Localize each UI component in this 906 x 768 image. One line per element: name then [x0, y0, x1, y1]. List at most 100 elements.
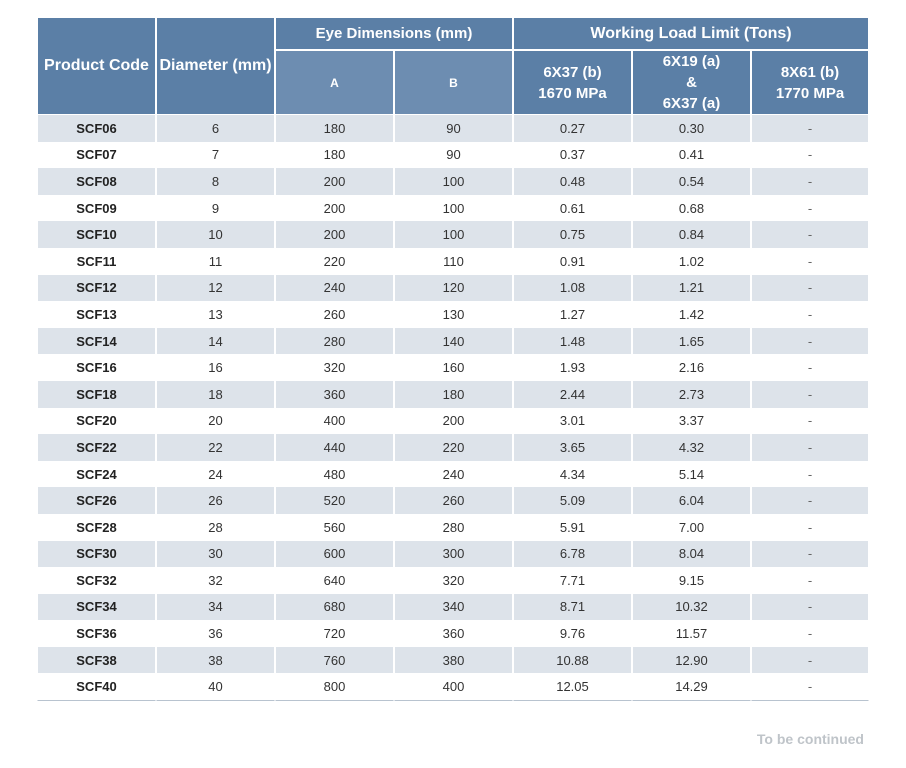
cell-wll-8x61b: -: [751, 141, 870, 169]
cell-product-code: SCF06: [37, 115, 156, 142]
cell-wll-8x61b: -: [751, 593, 870, 621]
cell-wll-8x61b: -: [751, 673, 870, 702]
table-row: SCF11 11 220 110 0.91 1.02-: [37, 247, 870, 275]
cell-diameter: 9: [156, 194, 275, 222]
cell-eye-a: 280: [275, 327, 394, 355]
cell-eye-a: 220: [275, 247, 394, 275]
cell-product-code: SCF28: [37, 513, 156, 541]
table-row: SCF32 32 640 320 7.71 9.15-: [37, 567, 870, 594]
cell-wll-6x37b: 2.44: [513, 380, 632, 408]
table-row: SCF28 28 560 280 5.91 7.00-: [37, 513, 870, 541]
cell-eye-a: 180: [275, 141, 394, 169]
cell-eye-a: 560: [275, 513, 394, 541]
header-col2-line3: 6X37 (a): [662, 95, 721, 112]
cell-eye-b: 280: [394, 513, 513, 541]
cell-wll-6x19a-6x37a: 8.04: [632, 540, 751, 568]
cell-diameter: 24: [156, 460, 275, 488]
table-row: SCF36 36 720 360 9.76 11.57-: [37, 620, 870, 647]
table-row: SCF30 30 600 300 6.78 8.04-: [37, 540, 870, 568]
cell-diameter: 6: [156, 115, 275, 142]
cell-wll-6x19a-6x37a: 4.32: [632, 434, 751, 461]
cell-product-code: SCF13: [37, 301, 156, 328]
cell-eye-b: 110: [394, 247, 513, 275]
table-row: SCF34 34 680 340 8.71 10.32-: [37, 593, 870, 621]
cell-wll-8x61b: -: [751, 327, 870, 355]
header-diameter: Diameter (mm): [156, 17, 275, 115]
cell-wll-6x19a-6x37a: 0.41: [632, 141, 751, 169]
cell-eye-b: 340: [394, 593, 513, 621]
cell-eye-b: 320: [394, 567, 513, 594]
cell-wll-8x61b: -: [751, 567, 870, 594]
cell-diameter: 22: [156, 434, 275, 461]
cell-wll-6x19a-6x37a: 2.73: [632, 380, 751, 408]
header-eye-a: A: [275, 50, 394, 115]
cell-wll-6x19a-6x37a: 0.30: [632, 115, 751, 142]
cell-eye-a: 260: [275, 301, 394, 328]
cell-wll-8x61b: -: [751, 380, 870, 408]
cell-eye-b: 200: [394, 407, 513, 435]
cell-wll-6x37b: 4.34: [513, 460, 632, 488]
cell-diameter: 10: [156, 221, 275, 248]
cell-eye-a: 520: [275, 487, 394, 514]
cell-wll-8x61b: -: [751, 540, 870, 568]
cell-wll-8x61b: -: [751, 513, 870, 541]
header-col3-line2: 1770 MPa: [775, 84, 845, 102]
cell-product-code: SCF30: [37, 540, 156, 568]
table-row: SCF20 20 400 200 3.01 3.37-: [37, 407, 870, 435]
table-row: SCF18 18 360 180 2.44 2.73-: [37, 380, 870, 408]
cell-diameter: 28: [156, 513, 275, 541]
cell-diameter: 38: [156, 646, 275, 674]
cell-diameter: 12: [156, 274, 275, 302]
cell-eye-a: 480: [275, 460, 394, 488]
header-eye-b: B: [394, 50, 513, 115]
header-col2-line1: 6X19 (a): [662, 53, 721, 70]
cell-wll-6x19a-6x37a: 1.21: [632, 274, 751, 302]
table-row: SCF07 7 180 90 0.37 0.41-: [37, 141, 870, 169]
cell-eye-a: 720: [275, 620, 394, 647]
cell-wll-6x37b: 1.27: [513, 301, 632, 328]
header-col1-line1: 6X37 (b): [543, 63, 602, 81]
cell-product-code: SCF26: [37, 487, 156, 514]
cell-product-code: SCF36: [37, 620, 156, 647]
cell-eye-b: 100: [394, 194, 513, 222]
header-6x19a-6x37a: 6X19 (a) & 6X37 (a): [632, 50, 751, 115]
cell-eye-b: 240: [394, 460, 513, 488]
cell-diameter: 14: [156, 327, 275, 355]
cell-eye-a: 760: [275, 646, 394, 674]
cell-diameter: 40: [156, 673, 275, 702]
cell-wll-6x19a-6x37a: 7.00: [632, 513, 751, 541]
table-row: SCF38 38 760 380 10.88 12.90-: [37, 646, 870, 674]
specification-table: Product Code Diameter (mm) Eye Dimension…: [37, 17, 870, 702]
cell-product-code: SCF22: [37, 434, 156, 461]
cell-wll-8x61b: -: [751, 487, 870, 514]
cell-wll-6x37b: 0.48: [513, 168, 632, 195]
cell-wll-6x37b: 0.75: [513, 221, 632, 248]
cell-eye-a: 400: [275, 407, 394, 435]
cell-eye-b: 130: [394, 301, 513, 328]
table-row: SCF24 24 480 240 4.34 5.14-: [37, 460, 870, 488]
table-row: SCF16 16 320 160 1.93 2.16-: [37, 354, 870, 381]
cell-product-code: SCF11: [37, 247, 156, 275]
cell-wll-8x61b: -: [751, 115, 870, 142]
cell-wll-8x61b: -: [751, 221, 870, 248]
cell-wll-6x19a-6x37a: 2.16: [632, 354, 751, 381]
cell-eye-b: 100: [394, 168, 513, 195]
cell-wll-6x19a-6x37a: 14.29: [632, 673, 751, 702]
cell-product-code: SCF20: [37, 407, 156, 435]
cell-eye-b: 360: [394, 620, 513, 647]
cell-eye-b: 90: [394, 115, 513, 142]
cell-wll-6x37b: 0.91: [513, 247, 632, 275]
cell-wll-6x19a-6x37a: 11.57: [632, 620, 751, 647]
cell-wll-6x19a-6x37a: 5.14: [632, 460, 751, 488]
cell-product-code: SCF40: [37, 673, 156, 702]
cell-wll-8x61b: -: [751, 247, 870, 275]
header-8x61b-1770mpa: 8X61 (b) 1770 MPa: [751, 50, 870, 115]
cell-eye-b: 140: [394, 327, 513, 355]
cell-eye-b: 180: [394, 380, 513, 408]
to-be-continued-note: To be continued: [756, 731, 864, 747]
cell-product-code: SCF14: [37, 327, 156, 355]
cell-eye-b: 300: [394, 540, 513, 568]
cell-wll-6x37b: 3.65: [513, 434, 632, 461]
cell-wll-6x19a-6x37a: 0.68: [632, 194, 751, 222]
cell-diameter: 26: [156, 487, 275, 514]
